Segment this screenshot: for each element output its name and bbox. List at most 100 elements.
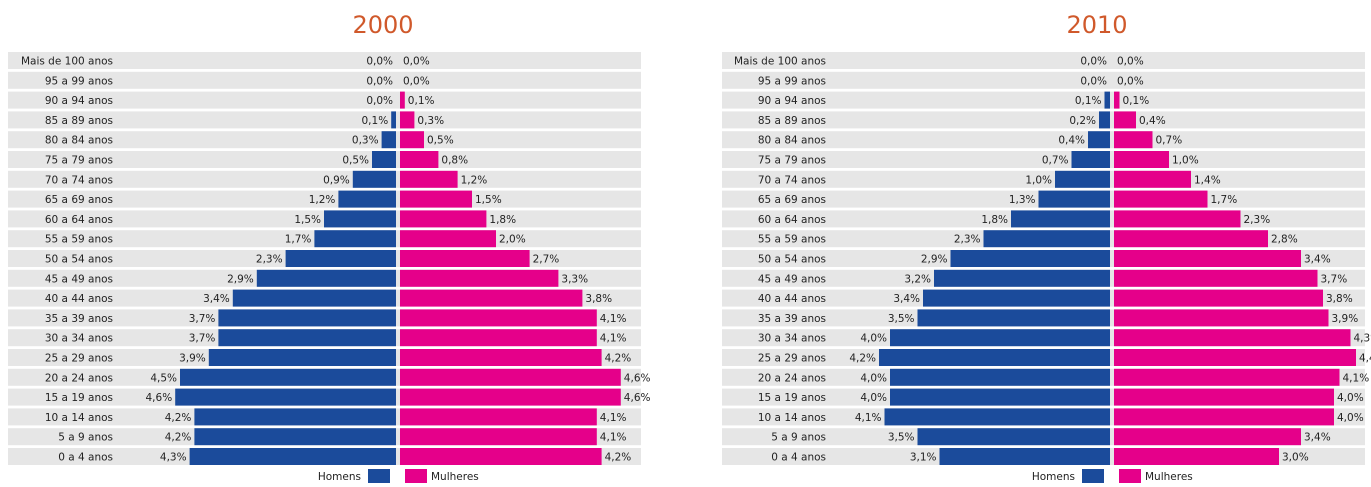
value-label: 4,3% — [160, 452, 187, 464]
bar — [923, 290, 1110, 307]
value-label: 4,2% — [605, 353, 632, 365]
value-label: 4,1% — [600, 412, 627, 424]
bar — [1114, 171, 1191, 188]
bar — [1088, 131, 1110, 148]
bar — [400, 131, 424, 148]
bar — [984, 230, 1111, 247]
value-label: 3,1% — [910, 452, 937, 464]
value-label: 0,0% — [1117, 75, 1144, 87]
value-label: 4,2% — [605, 452, 632, 464]
category-label: 15 a 19 anos — [758, 392, 826, 404]
value-label: 1,4% — [1194, 174, 1221, 186]
category-label: 10 a 14 anos — [45, 412, 113, 424]
bar — [209, 349, 396, 366]
chart-title: 2000 — [352, 11, 413, 39]
bar — [1114, 131, 1153, 148]
value-label: 4,2% — [849, 353, 876, 365]
bar — [951, 250, 1111, 267]
category-label: 20 a 24 anos — [758, 372, 826, 384]
category-label: 70 a 74 anos — [45, 174, 113, 186]
value-label: 0,0% — [1080, 56, 1107, 68]
value-label: 1,5% — [475, 194, 502, 206]
bar — [286, 250, 396, 267]
value-label: 3,5% — [888, 432, 915, 444]
bar — [400, 270, 558, 287]
bar — [1114, 369, 1340, 386]
category-label: 95 a 99 anos — [45, 75, 113, 87]
bar — [1114, 428, 1301, 445]
value-label: 0,0% — [1080, 75, 1107, 87]
category-label: 60 a 64 anos — [758, 214, 826, 226]
bar — [194, 408, 396, 425]
value-label: 1,7% — [1211, 194, 1238, 206]
value-label: 1,8% — [489, 214, 516, 226]
bar — [400, 389, 621, 406]
value-label: 4,4% — [1359, 353, 1371, 365]
category-label: 90 a 94 anos — [45, 95, 113, 107]
value-label: 0,4% — [1058, 135, 1085, 147]
bar — [1105, 92, 1111, 109]
value-label: 3,0% — [1282, 452, 1309, 464]
value-label: 0,1% — [408, 95, 435, 107]
value-label: 1,2% — [309, 194, 336, 206]
bar — [890, 329, 1110, 346]
value-label: 0,7% — [1156, 135, 1183, 147]
value-label: 4,6% — [624, 392, 651, 404]
bar — [400, 369, 621, 386]
bar — [1072, 151, 1111, 168]
category-label: 45 a 49 anos — [758, 273, 826, 285]
bar — [1114, 329, 1351, 346]
value-label: 4,1% — [600, 432, 627, 444]
bar — [400, 290, 582, 307]
legend-swatch — [1119, 469, 1141, 483]
legend-swatch — [368, 469, 390, 483]
category-label: 25 a 29 anos — [45, 353, 113, 365]
category-label: 90 a 94 anos — [758, 95, 826, 107]
category-label: 50 a 54 anos — [758, 254, 826, 266]
value-label: 0,0% — [366, 75, 393, 87]
legend-label: Mulheres — [1145, 471, 1193, 483]
value-label: 1,2% — [461, 174, 488, 186]
bar — [1114, 290, 1323, 307]
category-label: 85 a 89 anos — [45, 115, 113, 127]
value-label: 0,5% — [342, 155, 369, 167]
value-label: 2,3% — [954, 234, 981, 246]
bar — [400, 191, 472, 208]
value-label: 0,4% — [1139, 115, 1166, 127]
category-label: 75 a 79 anos — [758, 155, 826, 167]
value-label: 0,0% — [366, 56, 393, 68]
bar — [879, 349, 1110, 366]
bar — [1039, 191, 1111, 208]
bar — [1099, 111, 1110, 128]
value-label: 2,9% — [227, 273, 254, 285]
value-label: 2,8% — [1271, 234, 1298, 246]
bar — [400, 349, 602, 366]
category-label: 30 a 34 anos — [758, 333, 826, 345]
bar — [218, 309, 396, 326]
bar — [1114, 111, 1136, 128]
bar — [1114, 309, 1329, 326]
category-label: 80 a 84 anos — [45, 135, 113, 147]
bar — [885, 408, 1111, 425]
value-label: 3,4% — [203, 293, 230, 305]
bar — [940, 448, 1111, 465]
value-label: 1,8% — [981, 214, 1008, 226]
value-label: 0,9% — [323, 174, 350, 186]
value-label: 0,1% — [1123, 95, 1150, 107]
legend-label: Homens — [318, 471, 361, 483]
category-label: 50 a 54 anos — [45, 254, 113, 266]
category-label: 75 a 79 anos — [45, 155, 113, 167]
bar — [400, 448, 602, 465]
bar — [1114, 448, 1279, 465]
bar — [353, 171, 396, 188]
bar — [1114, 191, 1208, 208]
value-label: 3,7% — [1321, 273, 1348, 285]
value-label: 3,4% — [1304, 254, 1331, 266]
category-label: 35 a 39 anos — [758, 313, 826, 325]
value-label: 4,2% — [165, 432, 192, 444]
value-label: 4,3% — [1354, 333, 1371, 345]
value-label: 2,7% — [533, 254, 560, 266]
bar — [400, 210, 486, 227]
value-label: 4,5% — [150, 372, 177, 384]
category-label: 65 a 69 anos — [45, 194, 113, 206]
